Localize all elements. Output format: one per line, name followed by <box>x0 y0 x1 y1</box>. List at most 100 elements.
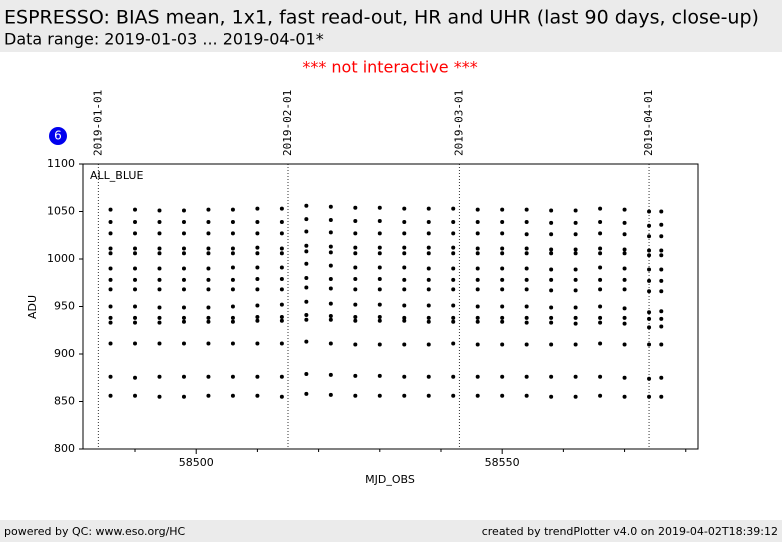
point <box>659 253 664 258</box>
point <box>647 325 652 330</box>
point <box>255 245 260 250</box>
point <box>647 278 652 283</box>
point <box>181 315 186 320</box>
y-tick-label: 950 <box>54 300 75 313</box>
point <box>108 393 113 398</box>
point <box>475 277 480 282</box>
point <box>304 313 309 318</box>
point <box>475 231 480 236</box>
point <box>524 320 529 325</box>
point <box>622 342 627 347</box>
point <box>181 219 186 224</box>
point <box>475 393 480 398</box>
point <box>500 393 505 398</box>
point <box>659 209 664 214</box>
point <box>598 265 603 270</box>
point <box>475 287 480 292</box>
point <box>377 314 382 319</box>
point <box>157 231 162 236</box>
point <box>255 393 260 398</box>
point <box>133 277 138 282</box>
point <box>279 265 284 270</box>
point <box>475 266 480 271</box>
point <box>402 315 407 320</box>
point <box>377 245 382 250</box>
point <box>402 251 407 256</box>
point <box>475 246 480 251</box>
point <box>647 234 652 239</box>
point <box>573 247 578 252</box>
footer-band <box>0 520 782 542</box>
y-tick-label: 850 <box>54 395 75 408</box>
point <box>500 266 505 271</box>
point <box>659 375 664 380</box>
point <box>426 342 431 347</box>
point <box>622 207 627 212</box>
point <box>622 394 627 399</box>
point <box>279 219 284 224</box>
point <box>133 251 138 256</box>
point <box>475 219 480 224</box>
point <box>279 251 284 256</box>
point <box>279 374 284 379</box>
point <box>181 305 186 310</box>
footer-right: created by trendPlotter v4.0 on 2019-04-… <box>482 525 778 538</box>
point <box>573 394 578 399</box>
point <box>451 374 456 379</box>
point <box>157 219 162 224</box>
point <box>157 251 162 256</box>
point <box>524 219 529 224</box>
point <box>659 324 664 329</box>
point <box>549 267 554 272</box>
point <box>157 374 162 379</box>
point <box>206 277 211 282</box>
point <box>549 251 554 256</box>
point <box>598 393 603 398</box>
point <box>500 246 505 251</box>
point <box>659 234 664 239</box>
point <box>598 206 603 211</box>
point <box>500 207 505 212</box>
point <box>573 208 578 213</box>
point <box>157 315 162 320</box>
point <box>659 342 664 347</box>
point <box>622 232 627 237</box>
point <box>133 231 138 236</box>
point <box>426 393 431 398</box>
point <box>353 287 358 292</box>
point <box>206 207 211 212</box>
point <box>181 246 186 251</box>
point <box>181 277 186 282</box>
point <box>255 231 260 236</box>
point <box>304 217 309 222</box>
y-tick-label: 1100 <box>47 157 75 170</box>
point <box>157 394 162 399</box>
point <box>230 219 235 224</box>
point <box>133 375 138 380</box>
point <box>426 245 431 250</box>
point <box>181 394 186 399</box>
point <box>549 342 554 347</box>
point <box>181 231 186 236</box>
y-tick-label: 1000 <box>47 252 75 265</box>
point <box>647 310 652 315</box>
point <box>500 277 505 282</box>
x-axis-label: MJD_OBS <box>365 473 415 486</box>
point <box>500 319 505 324</box>
point <box>426 277 431 282</box>
point <box>549 305 554 310</box>
point <box>622 321 627 326</box>
point <box>255 341 260 346</box>
point <box>549 247 554 252</box>
point <box>402 277 407 282</box>
point <box>451 219 456 224</box>
point <box>304 391 309 396</box>
point <box>598 320 603 325</box>
point <box>230 304 235 309</box>
point <box>549 320 554 325</box>
y-tick-label: 1050 <box>47 205 75 218</box>
point <box>524 232 529 237</box>
point <box>647 248 652 253</box>
point <box>451 245 456 250</box>
date-marker-label: 2019-02-01 <box>281 90 294 156</box>
